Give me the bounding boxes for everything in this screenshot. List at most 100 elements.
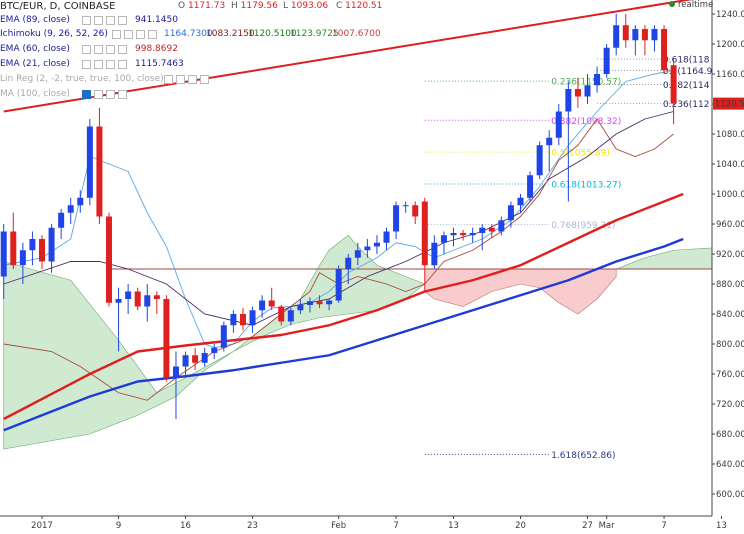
candle-body-28[interactable]: [268, 300, 275, 307]
settings-icon[interactable]: [94, 16, 103, 25]
candle-body-48[interactable]: [460, 233, 467, 236]
candle-body-51[interactable]: [488, 227, 495, 232]
candle-body-68[interactable]: [651, 29, 658, 41]
candle-body-64[interactable]: [613, 25, 620, 48]
candle-body-9[interactable]: [86, 126, 93, 198]
candle-body-11[interactable]: [105, 216, 112, 303]
settings-icon[interactable]: [94, 45, 103, 54]
candle-body-0[interactable]: [0, 231, 7, 277]
candle-body-43[interactable]: [412, 205, 419, 217]
settings-icon[interactable]: [94, 60, 103, 69]
candle-body-39[interactable]: [373, 242, 380, 247]
candle-body-1[interactable]: [10, 231, 17, 266]
close-icon[interactable]: [118, 90, 127, 99]
candle-body-70[interactable]: [670, 65, 677, 104]
candle-body-49[interactable]: [469, 233, 476, 236]
candle-body-5[interactable]: [48, 227, 55, 262]
legend-row-linreg[interactable]: Lin Reg (2, -2, true, true, 100, close): [0, 73, 209, 86]
candle-body-3[interactable]: [29, 239, 36, 251]
eye-icon[interactable]: [82, 90, 91, 99]
candle-body-34[interactable]: [326, 300, 333, 305]
candle-body-29[interactable]: [278, 306, 285, 322]
candle-body-32[interactable]: [306, 301, 313, 305]
legend-row-ema21[interactable]: EMA (21, close) 1115.7463: [0, 59, 184, 69]
candle-body-18[interactable]: [172, 366, 179, 378]
candle-body-15[interactable]: [144, 295, 151, 307]
candle-body-38[interactable]: [364, 246, 371, 251]
candle-body-23[interactable]: [220, 325, 227, 348]
close-icon[interactable]: [148, 30, 157, 39]
candle-body-26[interactable]: [249, 310, 256, 326]
candle-body-31[interactable]: [297, 305, 304, 311]
candle-body-17[interactable]: [163, 299, 170, 378]
candle-body-20[interactable]: [192, 355, 199, 363]
symbol-title[interactable]: BTC/EUR, D, COINBASE: [0, 1, 116, 12]
eye-icon[interactable]: [82, 45, 91, 54]
candle-body-59[interactable]: [565, 89, 572, 112]
close-icon[interactable]: [118, 45, 127, 54]
candle-body-47[interactable]: [450, 233, 457, 236]
candle-body-36[interactable]: [345, 257, 352, 269]
legend-row-ema89[interactable]: EMA (89, close) 941.1450: [0, 15, 178, 25]
candle-body-19[interactable]: [182, 355, 189, 367]
candle-body-6[interactable]: [58, 212, 65, 228]
candle-body-69[interactable]: [661, 29, 668, 71]
candle-body-12[interactable]: [115, 299, 122, 303]
candle-body-37[interactable]: [354, 250, 361, 258]
legend-row-ema60[interactable]: EMA (60, close) 998.8692: [0, 44, 178, 54]
more-icon[interactable]: [136, 30, 145, 39]
candle-body-16[interactable]: [153, 295, 160, 299]
legend-row-ichimoku[interactable]: Ichimoku (9, 26, 52, 26) 1164.7300 1083.…: [0, 29, 381, 39]
candle-body-41[interactable]: [393, 205, 400, 232]
candle-body-21[interactable]: [201, 353, 208, 363]
candle-body-35[interactable]: [335, 269, 342, 301]
candle-body-8[interactable]: [77, 197, 84, 206]
candle-body-27[interactable]: [259, 300, 266, 311]
candle-body-61[interactable]: [584, 85, 591, 97]
candle-body-40[interactable]: [383, 231, 390, 243]
close-icon[interactable]: [118, 16, 127, 25]
candle-body-53[interactable]: [507, 205, 514, 221]
candle-body-25[interactable]: [239, 314, 246, 326]
candle-body-62[interactable]: [594, 74, 601, 86]
price-axis[interactable]: 600.00 640.00 680.00 720.00 760.00 800.00 840.…: [711, 0, 744, 516]
close-icon[interactable]: [118, 60, 127, 69]
candle-body-14[interactable]: [134, 291, 141, 307]
candle-body-52[interactable]: [498, 220, 505, 232]
candle-body-2[interactable]: [19, 250, 26, 266]
eye-icon[interactable]: [112, 30, 121, 39]
candle-body-22[interactable]: [211, 347, 218, 353]
more-icon[interactable]: [106, 90, 115, 99]
candle-body-10[interactable]: [96, 126, 103, 217]
candle-body-7[interactable]: [67, 205, 74, 213]
close-icon[interactable]: [200, 75, 209, 84]
candle-body-65[interactable]: [622, 25, 629, 41]
series-line-0[interactable]: [3, 192, 684, 421]
candle-body-42[interactable]: [402, 205, 409, 207]
candle-body-55[interactable]: [527, 175, 534, 198]
candle-body-67[interactable]: [641, 29, 648, 41]
candle-body-56[interactable]: [536, 145, 543, 176]
candle-body-54[interactable]: [517, 197, 524, 206]
candle-body-30[interactable]: [287, 310, 294, 322]
more-icon[interactable]: [106, 60, 115, 69]
eye-icon[interactable]: [82, 60, 91, 69]
candle-body-33[interactable]: [316, 301, 323, 305]
candle-body-45[interactable]: [431, 242, 438, 266]
candle-body-24[interactable]: [230, 314, 237, 326]
candle-body-44[interactable]: [421, 201, 428, 266]
more-icon[interactable]: [106, 16, 115, 25]
settings-icon[interactable]: [94, 90, 103, 99]
time-axis[interactable]: 2017 9 16 23 Feb 7 13 20 27 Mar 7 13: [0, 515, 727, 531]
candle-body-57[interactable]: [546, 137, 553, 146]
more-icon[interactable]: [106, 45, 115, 54]
candle-body-50[interactable]: [479, 227, 486, 233]
candle-body-58[interactable]: [555, 111, 562, 138]
settings-icon[interactable]: [176, 75, 185, 84]
candle-body-13[interactable]: [125, 291, 132, 300]
eye-icon[interactable]: [164, 75, 173, 84]
legend-row-ma100[interactable]: MA (100, close): [0, 88, 127, 101]
candle-body-46[interactable]: [440, 235, 447, 243]
settings-icon[interactable]: [124, 30, 133, 39]
